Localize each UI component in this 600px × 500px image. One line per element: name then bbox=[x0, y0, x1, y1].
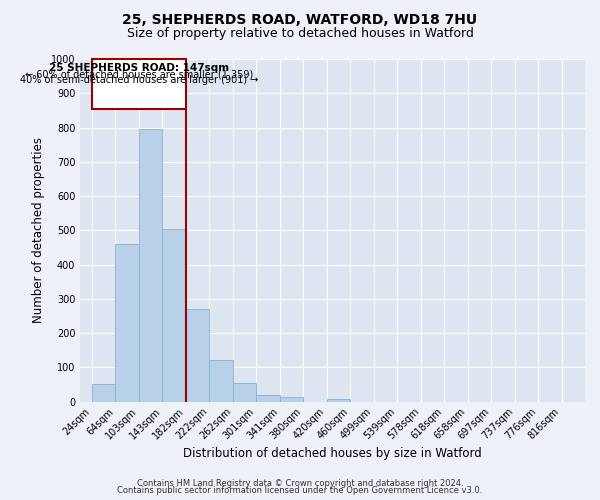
Bar bbox=[326, 399, 350, 402]
Bar bbox=[256, 394, 280, 402]
Text: Size of property relative to detached houses in Watford: Size of property relative to detached ho… bbox=[127, 28, 473, 40]
Text: 25, SHEPHERDS ROAD, WATFORD, WD18 7HU: 25, SHEPHERDS ROAD, WATFORD, WD18 7HU bbox=[122, 12, 478, 26]
Bar bbox=[209, 360, 233, 402]
Bar bbox=[139, 129, 163, 402]
Bar bbox=[163, 228, 186, 402]
Bar bbox=[186, 309, 209, 402]
Y-axis label: Number of detached properties: Number of detached properties bbox=[32, 138, 45, 324]
FancyBboxPatch shape bbox=[92, 59, 186, 108]
Bar bbox=[92, 384, 115, 402]
Bar bbox=[115, 244, 139, 402]
Text: 40% of semi-detached houses are larger (901) →: 40% of semi-detached houses are larger (… bbox=[20, 76, 258, 86]
Text: ← 60% of detached houses are smaller (1,359): ← 60% of detached houses are smaller (1,… bbox=[25, 70, 253, 80]
Bar bbox=[233, 382, 256, 402]
Text: Contains HM Land Registry data © Crown copyright and database right 2024.: Contains HM Land Registry data © Crown c… bbox=[137, 478, 463, 488]
Text: 25 SHEPHERDS ROAD: 147sqm: 25 SHEPHERDS ROAD: 147sqm bbox=[49, 63, 229, 73]
Bar bbox=[280, 398, 303, 402]
X-axis label: Distribution of detached houses by size in Watford: Distribution of detached houses by size … bbox=[183, 447, 482, 460]
Text: Contains public sector information licensed under the Open Government Licence v3: Contains public sector information licen… bbox=[118, 486, 482, 495]
